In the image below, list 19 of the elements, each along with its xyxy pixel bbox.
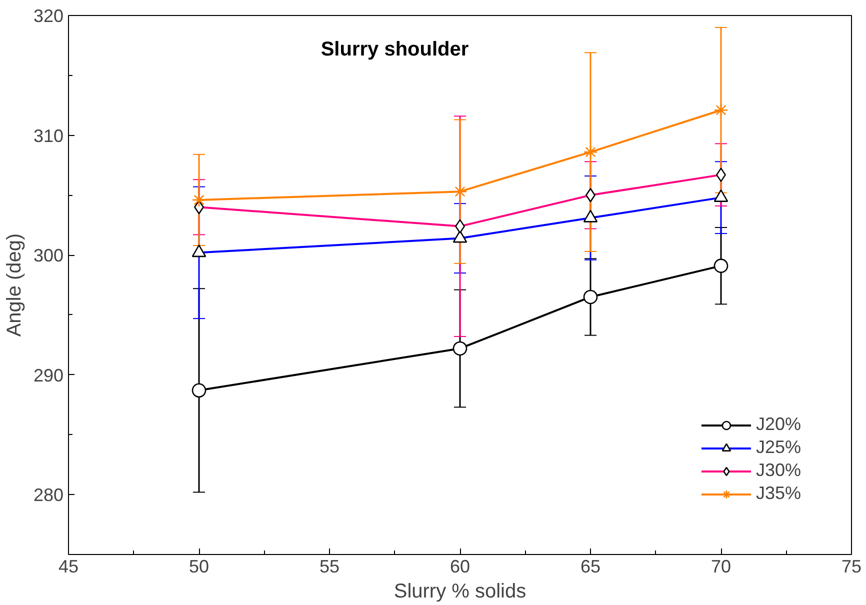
x-tick-label: 60 bbox=[450, 556, 470, 576]
legend-label: J20% bbox=[756, 414, 801, 435]
x-tick-label: 50 bbox=[188, 556, 210, 576]
y-tick-label: 320 bbox=[33, 6, 64, 26]
x-tick-label: 70 bbox=[710, 556, 732, 576]
y-tick-label: 280 bbox=[33, 485, 64, 506]
legend-label: J30% bbox=[756, 460, 801, 481]
y-tick-label: 310 bbox=[33, 126, 64, 146]
x-tick-label: 65 bbox=[580, 556, 601, 576]
legend-label: J25% bbox=[756, 437, 801, 458]
y-tick-label: 290 bbox=[33, 365, 64, 386]
x-tick-label: 55 bbox=[319, 556, 340, 576]
text: Slurry shoulder bbox=[320, 38, 469, 60]
x-tick-label: 45 bbox=[58, 556, 79, 576]
y-axis-title: Angle (deg) bbox=[3, 233, 26, 337]
x-tick-label: 75 bbox=[841, 556, 862, 576]
x-axis-title: Slurry % solids bbox=[394, 580, 526, 602]
y-tick-label: 300 bbox=[33, 246, 64, 266]
legend-label: J35% bbox=[756, 483, 801, 504]
